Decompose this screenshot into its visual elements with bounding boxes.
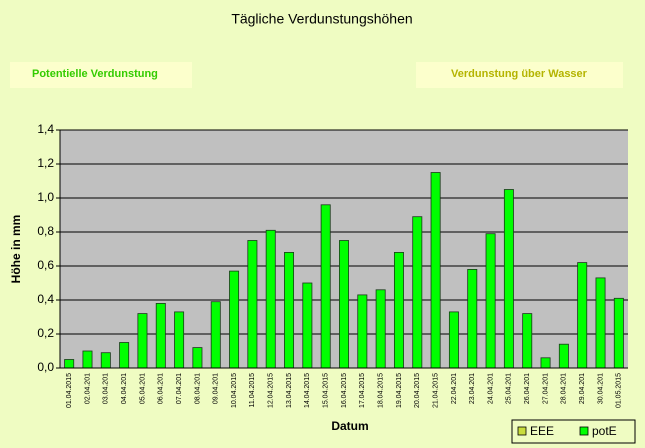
bar bbox=[265, 229, 276, 369]
x-tick-label: 09.04.201 bbox=[213, 373, 220, 404]
x-tick-label: 01.05.2015 bbox=[616, 373, 623, 408]
legend bbox=[511, 419, 636, 444]
x-tick-label: 23.04.201 bbox=[469, 373, 476, 404]
x-tick-label: 24.04.201 bbox=[487, 373, 494, 404]
y-tick-label: 1,2 bbox=[37, 156, 54, 170]
bar bbox=[540, 357, 551, 369]
y-tick-label: 0,4 bbox=[37, 292, 54, 306]
bar bbox=[522, 313, 533, 369]
bar bbox=[503, 189, 514, 369]
bar bbox=[412, 216, 423, 369]
x-tick-label: 07.04.201 bbox=[176, 373, 183, 404]
x-tick-label: 27.04.201 bbox=[542, 373, 549, 404]
x-tick-label: 15.04.2015 bbox=[323, 373, 330, 408]
x-tick-label: 06.04.201 bbox=[158, 373, 165, 404]
y-tick-label: 0,6 bbox=[37, 258, 54, 272]
x-tick-label: 28.04.201 bbox=[561, 373, 568, 404]
bar bbox=[100, 352, 111, 369]
bar bbox=[375, 289, 386, 369]
x-tick-label: 11.04.2015 bbox=[249, 373, 256, 408]
annotation: Verdunstung über Wasser bbox=[451, 68, 588, 80]
x-tick-label: 21.04.2015 bbox=[432, 373, 439, 408]
chart-title: Tägliche Verdunstungshöhen bbox=[231, 11, 412, 27]
x-tick-label: 10.04.2015 bbox=[231, 373, 238, 408]
bar bbox=[485, 233, 496, 369]
bar bbox=[229, 270, 240, 369]
x-tick-label: 05.04.201 bbox=[139, 373, 146, 404]
bar bbox=[339, 240, 349, 369]
bar bbox=[595, 277, 606, 369]
bar bbox=[393, 251, 404, 369]
x-tick-label: 04.04.201 bbox=[121, 373, 128, 404]
x-tick-label: 22.04.201 bbox=[451, 373, 458, 404]
y-tick-label: 0,0 bbox=[37, 360, 54, 374]
legend-swatch bbox=[517, 426, 527, 436]
bar bbox=[467, 268, 478, 369]
annotation-box bbox=[10, 62, 192, 88]
bar bbox=[357, 294, 368, 369]
x-tick-label: 03.04.201 bbox=[103, 373, 110, 404]
bar bbox=[430, 172, 441, 369]
x-tick-label: 29.04.201 bbox=[579, 373, 586, 404]
x-tick-label: 17.04.2015 bbox=[359, 373, 366, 408]
x-axis-label: Datum bbox=[331, 419, 368, 433]
bar bbox=[119, 342, 130, 369]
y-tick-label: 0,8 bbox=[37, 224, 54, 238]
bar bbox=[64, 359, 75, 369]
bar bbox=[284, 251, 295, 369]
x-tick-label: 18.04.2015 bbox=[377, 373, 384, 408]
x-tick-label: 12.04.2015 bbox=[268, 373, 275, 408]
y-tick-label: 1,0 bbox=[37, 190, 54, 204]
x-tick-label: 16.04.2015 bbox=[341, 373, 348, 408]
x-tick-label: 26.04.201 bbox=[524, 373, 531, 404]
bar bbox=[613, 297, 624, 369]
x-tick-label: 14.04.2015 bbox=[304, 373, 311, 408]
bar bbox=[577, 262, 588, 369]
x-tick-label: 20.04.2015 bbox=[414, 373, 421, 408]
bar bbox=[137, 313, 148, 369]
legend-label: EEE bbox=[530, 424, 554, 438]
bar bbox=[210, 301, 221, 369]
bar bbox=[558, 343, 569, 369]
x-tick-label: 25.04.201 bbox=[506, 373, 513, 404]
x-tick-label: 08.04.201 bbox=[194, 373, 201, 404]
y-tick-label: 0,2 bbox=[37, 326, 54, 340]
x-tick-label: 30.04.201 bbox=[597, 373, 604, 404]
annotation-box bbox=[416, 62, 623, 88]
bar bbox=[192, 347, 203, 369]
bar bbox=[155, 302, 166, 369]
bar bbox=[302, 282, 313, 369]
legend-label: potE bbox=[592, 424, 617, 438]
bar bbox=[174, 311, 185, 369]
bar bbox=[247, 240, 258, 369]
x-tick-label: 01.04.2015 bbox=[66, 373, 73, 408]
annotation: Potentielle Verdunstung bbox=[32, 68, 158, 80]
bar bbox=[82, 350, 93, 369]
x-tick-label: 02.04.201 bbox=[84, 373, 91, 404]
y-axis-label: Höhe in mm bbox=[9, 215, 23, 284]
legend-swatch bbox=[579, 426, 589, 436]
bar bbox=[448, 311, 459, 369]
x-tick-label: 13.04.2015 bbox=[286, 373, 293, 408]
x-tick-label: 19.04.2015 bbox=[396, 373, 403, 408]
y-tick-label: 1,4 bbox=[37, 122, 54, 136]
bar bbox=[320, 204, 331, 369]
